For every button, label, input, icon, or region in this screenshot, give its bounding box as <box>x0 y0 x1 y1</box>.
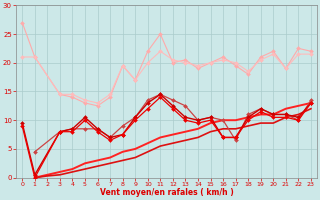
X-axis label: Vent moyen/en rafales ( km/h ): Vent moyen/en rafales ( km/h ) <box>100 188 234 197</box>
